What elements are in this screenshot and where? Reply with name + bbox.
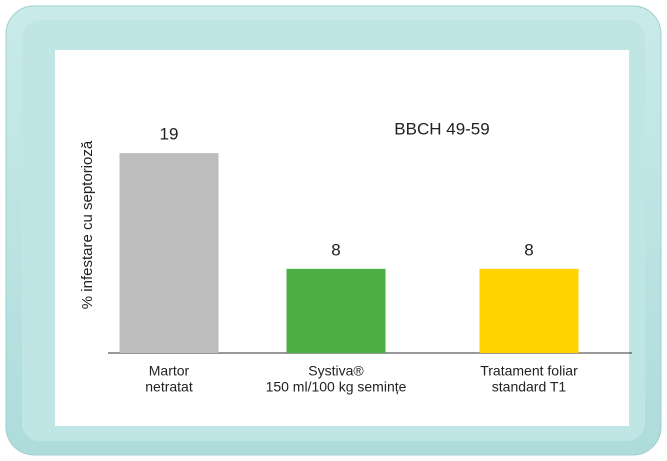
x-tick-label: 150 ml/100 kg semințe	[266, 379, 407, 395]
value-label: 8	[331, 240, 340, 259]
x-tick-label: netratat	[145, 379, 193, 395]
x-tick-label: Martor	[149, 363, 190, 379]
x-tick-label: Systiva®	[308, 363, 364, 379]
x-tick-label: standard T1	[492, 379, 567, 395]
y-axis-label: % infestare cu septorioză	[79, 140, 96, 309]
x-tick-label: Tratament foliar	[480, 363, 578, 379]
value-label: 8	[524, 240, 533, 259]
bar	[286, 268, 386, 353]
bar	[479, 268, 579, 353]
value-label: 19	[160, 125, 179, 144]
bar	[119, 153, 219, 353]
annotation: BBCH 49-59	[394, 119, 489, 138]
